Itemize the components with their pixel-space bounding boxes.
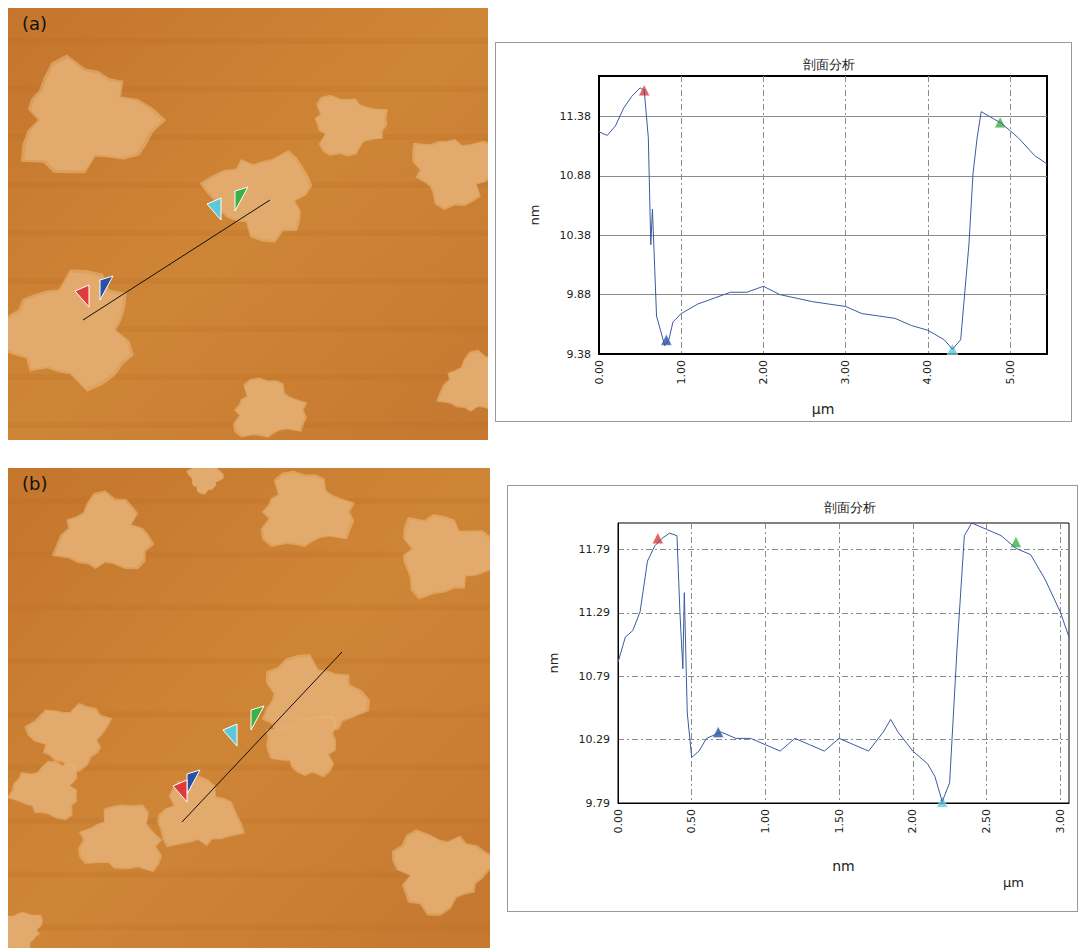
svg-text:9.79: 9.79 bbox=[586, 797, 611, 810]
svg-text:nm: nm bbox=[527, 205, 542, 226]
svg-text:剖面分析: 剖面分析 bbox=[824, 500, 876, 515]
svg-text:(a): (a) bbox=[22, 13, 47, 34]
svg-text:1.00: 1.00 bbox=[759, 809, 772, 834]
svg-text:μm: μm bbox=[812, 401, 835, 417]
svg-text:10.88: 10.88 bbox=[560, 169, 592, 182]
svg-text:11.38: 11.38 bbox=[560, 110, 592, 123]
svg-text:(b): (b) bbox=[22, 473, 47, 494]
svg-text:1.50: 1.50 bbox=[833, 809, 846, 834]
svg-text:3.00: 3.00 bbox=[1054, 809, 1067, 834]
svg-text:9.38: 9.38 bbox=[567, 348, 592, 361]
svg-text:11.79: 11.79 bbox=[579, 543, 611, 556]
svg-text:10.29: 10.29 bbox=[579, 733, 611, 746]
svg-text:nm: nm bbox=[546, 653, 561, 674]
svg-text:4.00: 4.00 bbox=[921, 360, 934, 385]
svg-text:5.00: 5.00 bbox=[1004, 360, 1017, 385]
svg-text:11.29: 11.29 bbox=[579, 606, 611, 619]
svg-text:0.00: 0.00 bbox=[612, 809, 625, 834]
svg-text:10.79: 10.79 bbox=[579, 670, 611, 683]
svg-text:1.00: 1.00 bbox=[675, 360, 688, 385]
svg-text:2.50: 2.50 bbox=[980, 809, 993, 834]
svg-text:0.50: 0.50 bbox=[685, 809, 698, 834]
svg-text:3.00: 3.00 bbox=[839, 360, 852, 385]
svg-text:nm: nm bbox=[832, 858, 855, 874]
svg-text:μm: μm bbox=[1003, 875, 1024, 890]
svg-text:9.88: 9.88 bbox=[567, 288, 592, 301]
svg-text:0.00: 0.00 bbox=[593, 360, 606, 385]
svg-text:10.38: 10.38 bbox=[560, 229, 592, 242]
svg-text:2.00: 2.00 bbox=[906, 809, 919, 834]
svg-text:剖面分析: 剖面分析 bbox=[803, 57, 855, 72]
svg-text:2.00: 2.00 bbox=[757, 360, 770, 385]
